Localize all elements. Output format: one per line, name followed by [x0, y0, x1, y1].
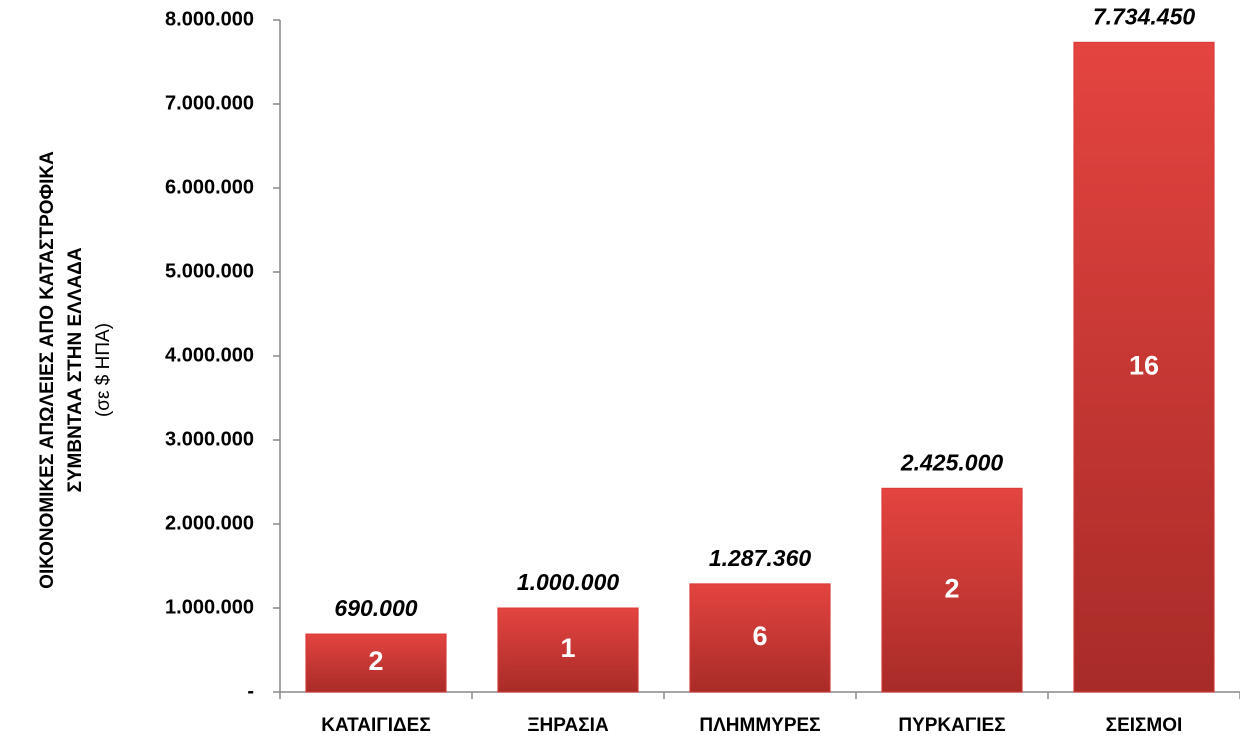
value-label: 1.287.360 [709, 545, 812, 571]
count-label: 6 [752, 621, 767, 651]
value-label: 690.000 [334, 595, 417, 621]
y-tick-label: 6.000.000 [165, 176, 254, 198]
count-label: 16 [1129, 350, 1159, 380]
bar [305, 633, 447, 693]
y-label-line: ΟΙΚΟΝΟΜΙΚΕΣ ΑΠΩΛΕΙΕΣ ΑΠΟ ΚΑΤΑΣΤΡΟΦΙΚΑ [37, 151, 58, 589]
bar [881, 487, 1023, 693]
count-label: 1 [560, 633, 575, 663]
x-tick-label: ΠΛΗΜΜΥΡΕΣ [699, 715, 820, 736]
count-label: 2 [944, 573, 959, 603]
bar [497, 607, 639, 693]
bar [1073, 41, 1215, 693]
y-label-line: ΣΥΜΒΝΤΑΑ ΣΤΗΝ ΕΛΛΑΔΑ [65, 247, 86, 492]
y-tick-label: 1.000.000 [165, 596, 254, 618]
y-tick-label: 3.000.000 [165, 428, 254, 450]
bar [689, 583, 831, 693]
y-tick-label: 7.000.000 [165, 92, 254, 114]
y-axis-title: ΟΙΚΟΝΟΜΙΚΕΣ ΑΠΩΛΕΙΕΣ ΑΠΟ ΚΑΤΑΣΤΡΟΦΙΚΑ ΣΥ… [37, 151, 114, 589]
x-tick-label: ΣΕΙΣΜΟΙ [1106, 715, 1183, 736]
y-tick-label: - [247, 680, 254, 702]
x-tick-label: ΠΥΡΚΑΓΙΕΣ [898, 715, 1005, 736]
y-tick-label: 8.000.000 [165, 8, 254, 30]
x-tick-label: ΞΗΡΑΣΙΑ [527, 715, 609, 736]
y-label-line: (σε $ ΗΠΑ) [93, 323, 114, 417]
y-tick-label: 4.000.000 [165, 344, 254, 366]
x-tick-label: ΚΑΤΑΙΓΙΔΕΣ [321, 715, 431, 736]
count-label: 2 [368, 646, 383, 676]
value-label: 2.425.000 [900, 449, 1004, 475]
value-label: 1.000.000 [517, 569, 620, 595]
y-tick-label: 2.000.000 [165, 512, 254, 534]
value-label: 7.734.450 [1093, 3, 1196, 29]
y-tick-label: 5.000.000 [165, 260, 254, 282]
